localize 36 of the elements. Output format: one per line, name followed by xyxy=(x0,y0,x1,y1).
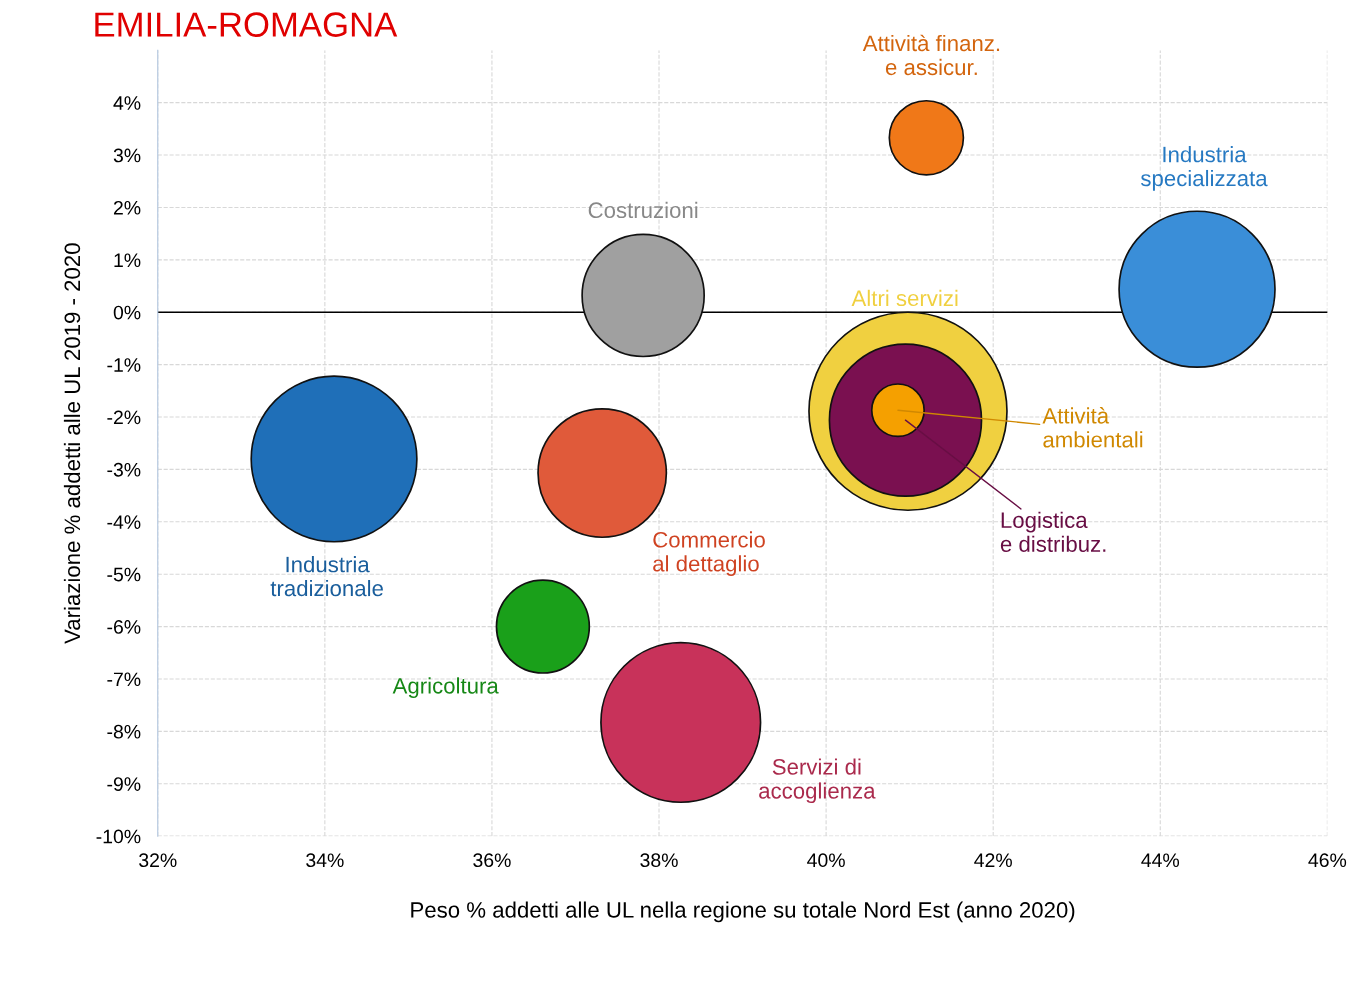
y-tick-label: 3% xyxy=(113,148,141,163)
x-tick-label: 46% xyxy=(1308,853,1347,868)
series-label: Costruzioni xyxy=(588,201,698,219)
x-axis-title: Peso % addetti alle UL nella regione su totale Nord Est (anno 2020) xyxy=(411,901,1075,923)
y-tick-label: -7% xyxy=(107,672,141,687)
x-tick-label: 36% xyxy=(473,853,511,868)
x-tick-label: 32% xyxy=(139,853,177,868)
y-tick-label: -8% xyxy=(107,724,141,739)
y-tick-label: -10% xyxy=(96,829,141,844)
y-tick-label: -9% xyxy=(107,777,141,791)
series-label: Industria tradizionale xyxy=(270,556,383,597)
x-tick-label: 34% xyxy=(306,853,344,868)
x-tick-label: 38% xyxy=(640,853,678,868)
y-tick-label: -1% xyxy=(107,358,141,372)
y-axis-title: Variazione % addetti alle UL 2019 - 2020 xyxy=(63,243,81,644)
y-tick-label: 4% xyxy=(113,96,141,110)
y-tick-label: -6% xyxy=(107,620,141,634)
text: Logistica e distribuz. xyxy=(1000,511,1106,552)
y-tick-label: 2% xyxy=(113,200,141,215)
y-tick-label: -3% xyxy=(107,462,141,477)
x-tick-label: 42% xyxy=(974,853,1012,867)
series-label: Altri servizi xyxy=(851,289,958,307)
text: Attività finanz. e assicur. xyxy=(862,34,1000,76)
series-label: Industria specializzata xyxy=(1140,146,1268,191)
series-label: Servizi di accoglienza xyxy=(759,758,876,804)
y-tick-label: -2% xyxy=(107,410,141,425)
y-tick-label: -4% xyxy=(107,515,141,529)
y-tick-label: 1% xyxy=(114,253,141,267)
x-tick-label: 44% xyxy=(1141,853,1180,867)
series-label: Commercio al dettaglio xyxy=(653,531,765,576)
y-tick-label: -5% xyxy=(107,567,141,582)
series-label: Agricoltura xyxy=(392,677,499,699)
text: Attività ambientali xyxy=(1042,407,1143,448)
x-tick-label: 40% xyxy=(807,853,845,868)
y-tick-label: 0% xyxy=(113,305,141,320)
chart-title: EMILIA-ROMAGNA xyxy=(95,12,398,37)
